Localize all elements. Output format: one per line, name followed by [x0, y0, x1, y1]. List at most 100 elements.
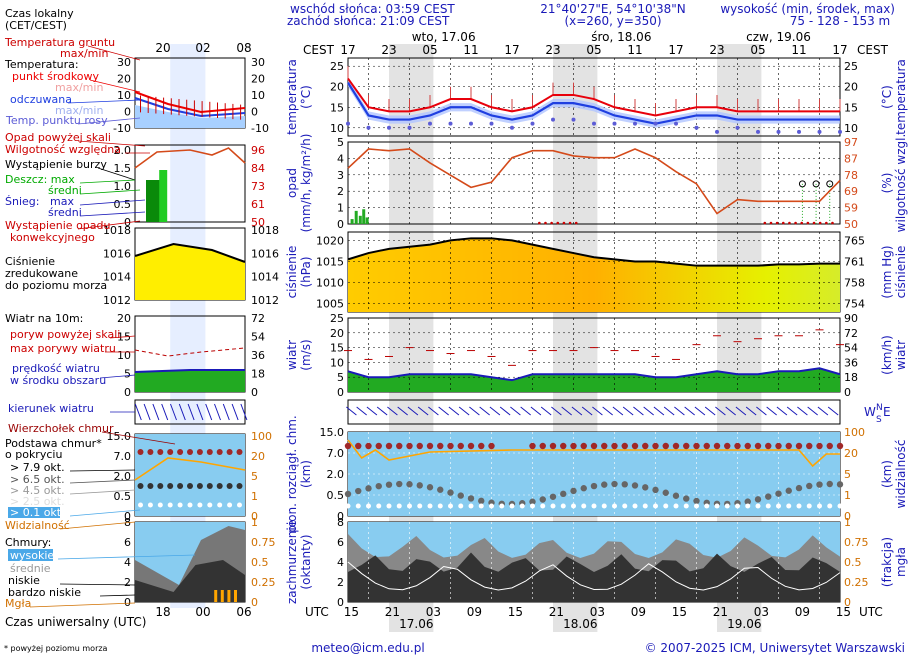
utc-tick: 03 — [754, 605, 769, 619]
wind-arrow — [653, 406, 665, 416]
legend-frac-tick: 0.5 — [251, 556, 269, 569]
frac-tick: 0.25 — [844, 576, 869, 589]
temp-tick: 20 — [330, 81, 344, 94]
panel-frame-rain — [347, 141, 841, 225]
rain-tick: 1 — [337, 202, 344, 215]
rain-bar — [354, 210, 358, 224]
legend-cloud-low-dot — [187, 502, 193, 508]
temp-axis-unit-right: (°C) — [880, 85, 894, 109]
kmh-tick: 54 — [844, 342, 858, 355]
rain-bar — [365, 217, 369, 224]
kmh-axis-title: wiatr — [894, 340, 908, 370]
vis-tick: 5 — [844, 468, 851, 481]
dew-point-dot — [530, 121, 535, 126]
legend-kmh-tick: 0 — [251, 386, 258, 399]
cloud-top-dot — [662, 442, 669, 450]
cloud-top-dot — [703, 442, 710, 450]
legend-hum-tick: 61 — [251, 198, 265, 211]
cloud-base-dot — [672, 492, 680, 499]
okt-tick: 6 — [337, 536, 344, 549]
legend-okt-tick: 0 — [124, 596, 131, 609]
dew-point-dot — [838, 129, 842, 134]
day-label-top: czw, 19.06 — [746, 30, 811, 44]
wind-arrow — [612, 406, 624, 416]
cloud-top-dot — [416, 442, 423, 450]
dew-point-dot — [407, 125, 412, 130]
panel-frame-dir — [347, 399, 841, 425]
conv-marker — [763, 221, 767, 225]
cloud-low-dot — [519, 503, 525, 509]
legend-press-tick-right: 1014 — [251, 271, 279, 284]
legend-rain-tick: 0.5 — [114, 198, 132, 211]
hum-axis-title: wilgotność wzgl. — [894, 134, 908, 233]
utc-label: UTC — [305, 605, 329, 619]
legend-cloud-low-dot — [147, 502, 153, 508]
utc-tick: 21 — [385, 605, 400, 619]
legend-leader-line — [79, 211, 146, 217]
legend-cloud-base-dot — [137, 483, 144, 489]
wind-arrow — [417, 406, 429, 416]
legend-cloud-base-dot — [147, 483, 154, 489]
cloud-base-dot — [621, 481, 628, 488]
cloud-base-dot — [437, 486, 444, 493]
legend-leader-line — [97, 167, 136, 181]
rain-tick: 4 — [337, 152, 344, 165]
legend-cloud-low-dot — [157, 502, 163, 508]
legend-vis-tick: 0 — [251, 510, 258, 523]
header: wschód słońca: 03:59 CEST zachód słońca:… — [287, 2, 895, 28]
legend-leader-line — [69, 509, 141, 517]
legend-snow-max: max — [50, 195, 74, 208]
felt-temp-line — [347, 82, 840, 125]
day-label-bottom: 17.06 — [399, 617, 433, 631]
conv-marker — [781, 221, 785, 225]
legend-ground-temp-2: max/min — [60, 47, 108, 60]
cloud-top-dot — [549, 442, 557, 450]
cloud-top-dot — [539, 442, 546, 450]
legend-cloud-low-dot — [177, 502, 183, 508]
rain-bar — [362, 209, 366, 224]
cloud-base-dot — [406, 481, 413, 488]
cloud-low-dot — [560, 503, 566, 509]
cloud-low-dot — [694, 503, 699, 509]
dew-point-dot — [797, 129, 801, 134]
cloud-top-dot — [570, 442, 577, 450]
legend-leader-line — [99, 594, 136, 597]
utc-label-right: UTC — [859, 605, 883, 619]
legend-temp-tick: 20 — [117, 73, 131, 86]
cloud-top-dot — [375, 442, 382, 450]
cloud-low-dot — [386, 503, 392, 509]
legend-wind-line — [134, 369, 245, 373]
wind-arrow — [827, 406, 839, 416]
cloud-low-dot — [530, 503, 535, 509]
conv-marker — [556, 221, 560, 225]
legend-cloud-low-dot — [138, 502, 143, 508]
cloud-base-dot — [529, 498, 536, 505]
legend-cloud-base-dot — [157, 483, 164, 489]
okt-tick: 4 — [337, 556, 344, 569]
cloud-base-dot — [631, 482, 639, 489]
legend-storm: Wystąpienie burzy — [5, 158, 107, 171]
wind-tick: 25 — [330, 312, 344, 325]
legend-pressure-fill — [135, 244, 245, 300]
legend-okt25: > 2.5 okt. — [10, 495, 65, 508]
cloud-base-dot — [816, 481, 823, 488]
okt-tick: 0 — [337, 596, 344, 609]
legend-cover: o pokryciu — [5, 448, 62, 461]
cloud-base-dot — [754, 496, 762, 503]
wind-arrow — [704, 406, 716, 416]
legend-wind-fill — [135, 370, 245, 392]
legend-wind-10m: Wiatr na 10m: — [5, 312, 83, 325]
contact-link[interactable]: meteo@icm.edu.pl — [311, 641, 424, 655]
cloud-top-dot — [488, 442, 495, 450]
wind-arrow — [622, 406, 634, 416]
cloud-low-dot — [345, 503, 351, 509]
cest-tick: 17 — [504, 43, 519, 57]
legend-local-time-2: (CET/CEST) — [5, 19, 67, 32]
conv-marker — [775, 221, 779, 225]
legend-cloud-low-dot — [227, 502, 233, 508]
legend-temp-tick: 0 — [124, 106, 131, 119]
kmh-axis-unit: (km/h) — [880, 335, 894, 375]
day-label-top: wto, 17.06 — [412, 30, 476, 44]
wind-arrow — [776, 406, 788, 416]
frac-tick: 0.75 — [844, 536, 869, 549]
